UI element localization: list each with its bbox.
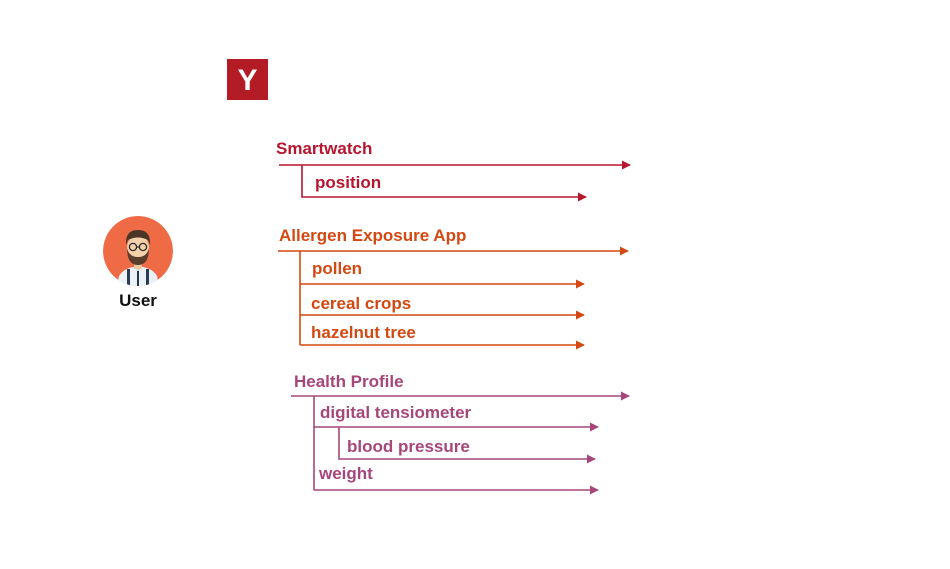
user-avatar-icon — [103, 216, 173, 286]
logo-icon: Y — [227, 59, 268, 100]
digital-tensiometer-label: digital tensiometer — [320, 403, 472, 422]
pollen-label: pollen — [312, 259, 363, 278]
user-label: User — [119, 291, 157, 310]
position-arrow — [301, 165, 587, 202]
blood-pressure-label: blood pressure — [347, 437, 470, 456]
blood-pressure-arrow — [338, 427, 596, 464]
weight-label: weight — [319, 464, 373, 483]
allergen-app-label: Allergen Exposure App — [279, 226, 467, 245]
position-label: position — [315, 173, 382, 192]
hazelnut-tree-label: hazelnut tree — [311, 323, 416, 342]
smartwatch-label: Smartwatch — [276, 139, 373, 158]
logo-letter: Y — [237, 64, 257, 97]
health-profile-label: Health Profile — [294, 372, 404, 391]
cereal-crops-label: cereal crops — [311, 294, 412, 313]
